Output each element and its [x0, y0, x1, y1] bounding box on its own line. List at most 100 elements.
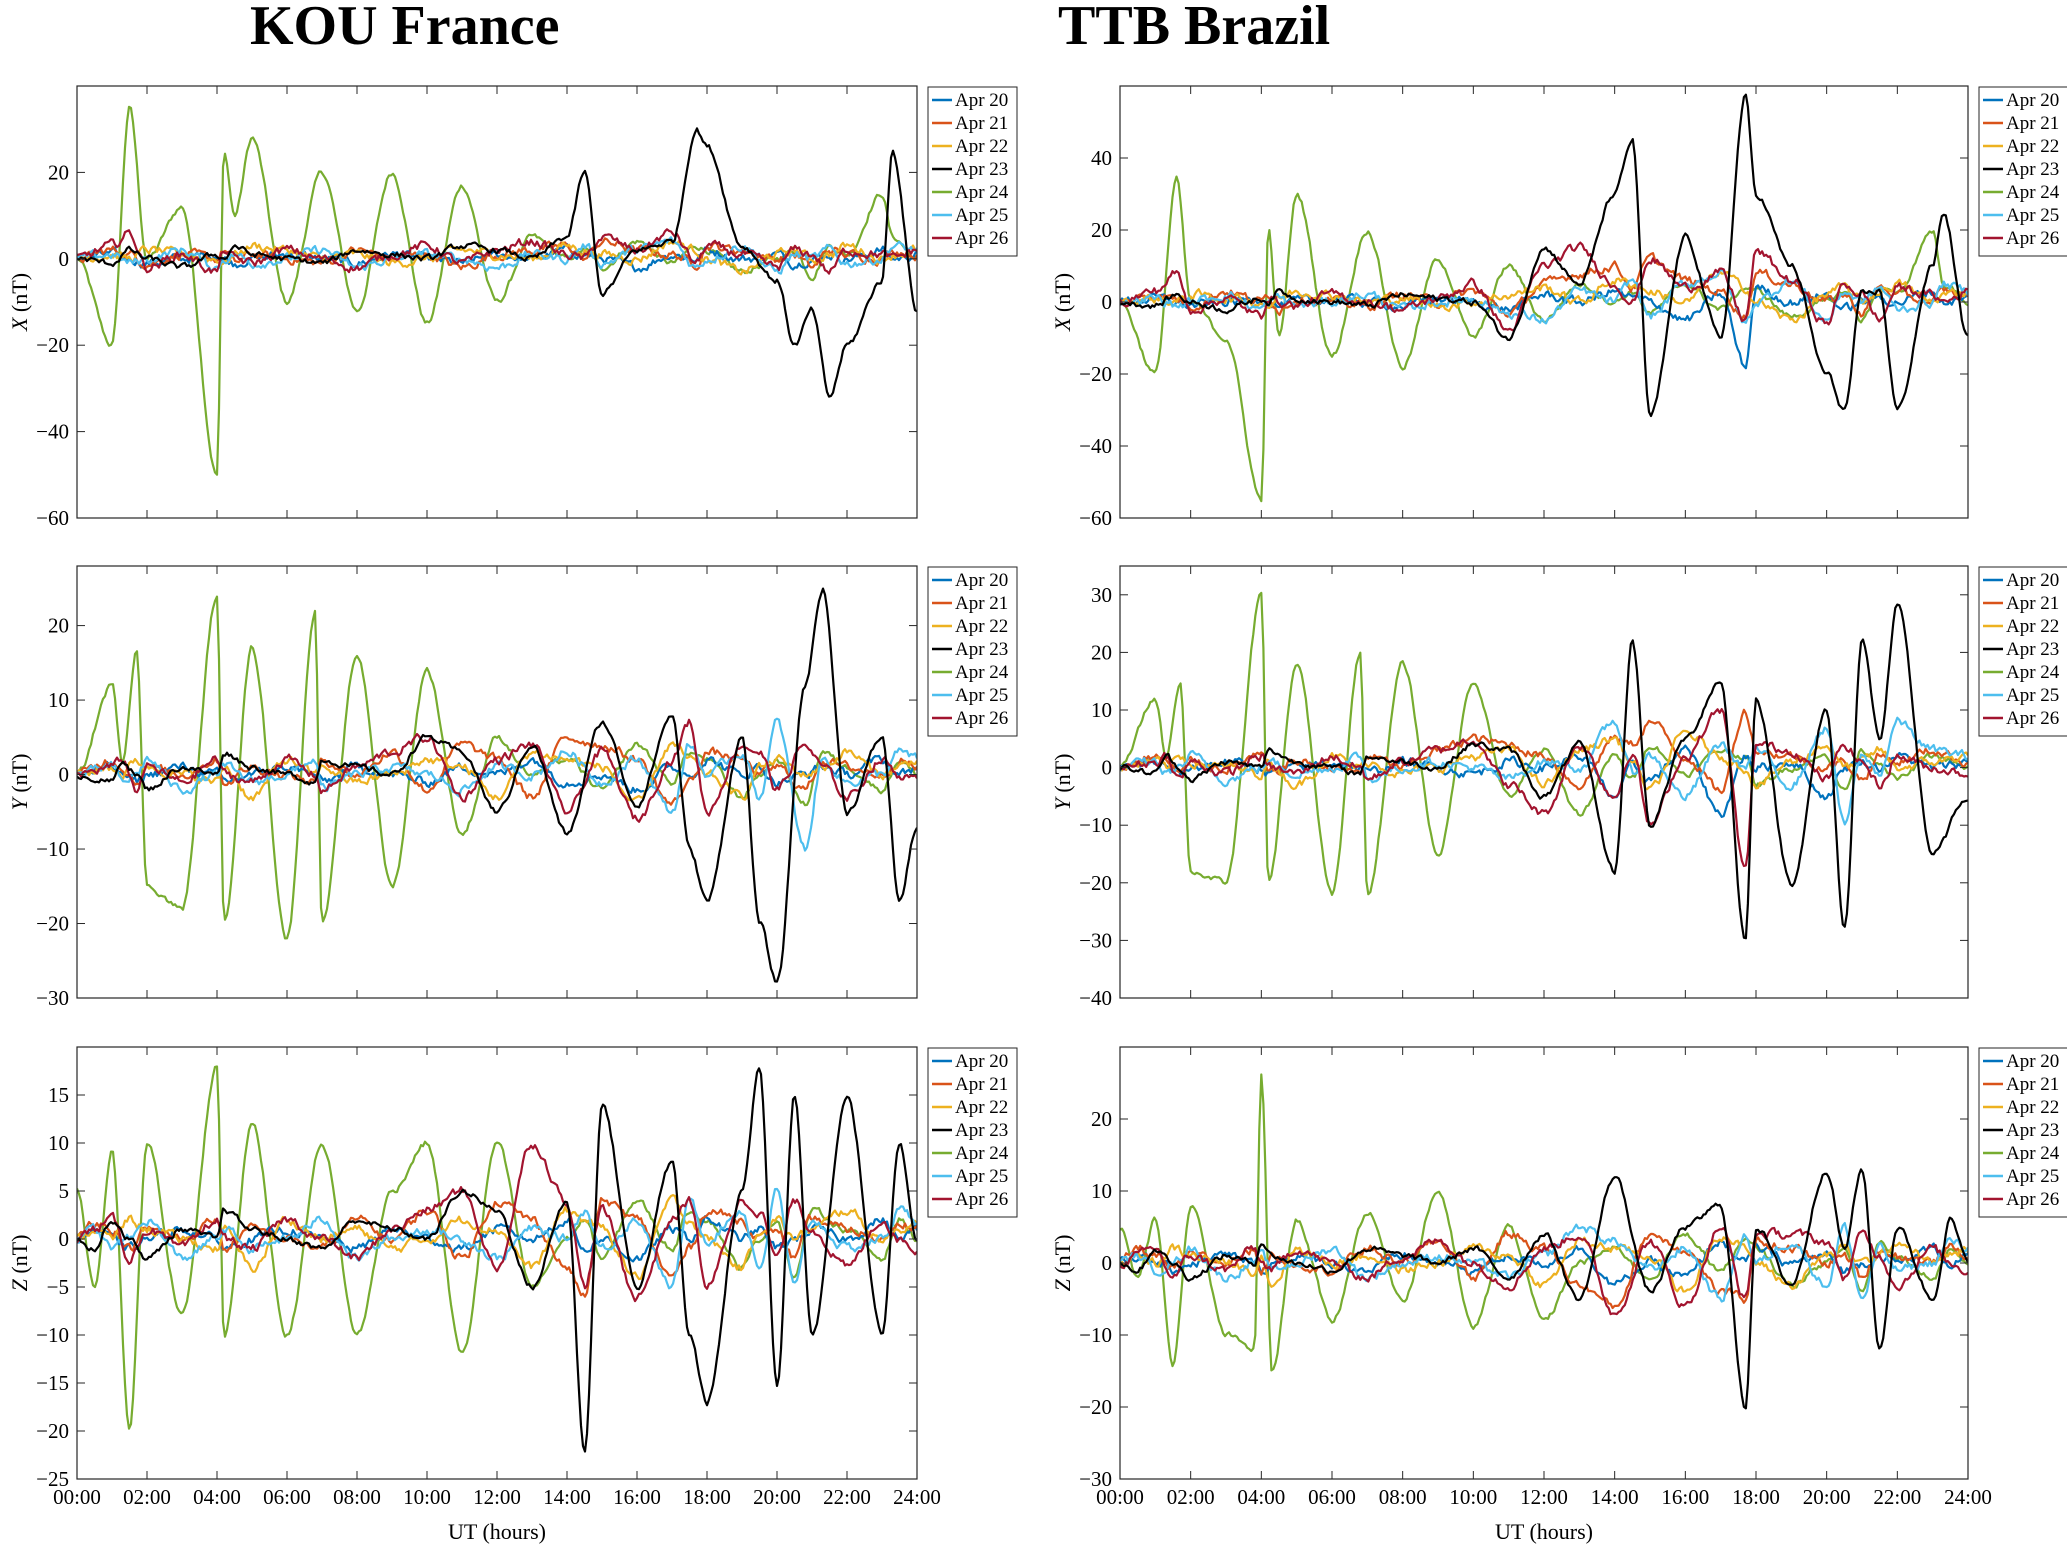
- series-line-apr-24: [1120, 1073, 1968, 1372]
- legend-label: Apr 25: [955, 685, 1008, 706]
- axes-frame: [76, 85, 918, 519]
- x-tick-label: 20:00: [1803, 1485, 1851, 1509]
- series-line-apr-22: [1120, 270, 1968, 324]
- y-tick-label: −20: [36, 912, 69, 936]
- series-line-apr-26: [77, 1144, 917, 1303]
- series-line-apr-23: [77, 587, 917, 983]
- legend-box: [927, 86, 1018, 257]
- y-axis-label-unit: (nT): [7, 273, 32, 318]
- axes-frame: [1119, 565, 1969, 999]
- y-tick-label: 30: [1091, 583, 1112, 607]
- x-tick-label: 12:00: [473, 1485, 521, 1509]
- series-line-apr-20: [77, 1215, 917, 1263]
- y-tick-label: 0: [1102, 756, 1113, 780]
- legend-label: Apr 23: [955, 1120, 1008, 1141]
- legend-label: Apr 21: [2006, 113, 2059, 134]
- x-tick-label: 00:00: [53, 1485, 101, 1509]
- legend-label: Apr 22: [955, 136, 1008, 157]
- series-line-apr-24: [77, 105, 917, 476]
- legend-label: Apr 25: [955, 1166, 1008, 1187]
- legend-label: Apr 26: [955, 708, 1008, 729]
- series-line-apr-26: [77, 718, 917, 823]
- legend-label: Apr 24: [955, 662, 1009, 683]
- series-line-apr-26: [1120, 1226, 1968, 1316]
- legend-label: Apr 21: [2006, 1074, 2059, 1095]
- legend-label: Apr 26: [955, 1189, 1008, 1210]
- y-axis-label-unit: (nT): [1050, 754, 1075, 799]
- legend-label: Apr 23: [2006, 159, 2059, 180]
- series-line-apr-22: [1120, 729, 1968, 791]
- y-tick-label: 0: [59, 247, 70, 271]
- y-tick-label: 20: [1091, 1107, 1112, 1131]
- x-tick-label: 20:00: [753, 1485, 801, 1509]
- series-line-apr-24: [77, 1065, 917, 1430]
- y-tick-label: 20: [48, 614, 69, 638]
- column-title-kou: KOU France: [250, 0, 560, 57]
- x-tick-label: 16:00: [613, 1485, 661, 1509]
- legend-label: Apr 20: [955, 1051, 1008, 1072]
- y-axis-label-unit: (nT): [1050, 273, 1075, 318]
- legend-label: Apr 22: [2006, 616, 2059, 637]
- y-tick-label: −40: [1079, 986, 1112, 1010]
- series-line-apr-24: [1120, 591, 1968, 896]
- x-tick-label: 22:00: [1873, 1485, 1921, 1509]
- x-tick-label: 10:00: [403, 1485, 451, 1509]
- y-tick-label: −20: [36, 333, 69, 357]
- x-tick-label: 24:00: [893, 1485, 941, 1509]
- legend-label: Apr 25: [955, 205, 1008, 226]
- series-line-apr-24: [1120, 175, 1968, 503]
- x-tick-label: 18:00: [683, 1485, 731, 1509]
- legend-label: Apr 23: [955, 639, 1008, 660]
- legend-label: Apr 20: [2006, 1051, 2059, 1072]
- legend-label: Apr 21: [955, 593, 1008, 614]
- legend-label: Apr 25: [2006, 1166, 2059, 1187]
- y-tick-label: −15: [36, 1371, 69, 1395]
- series-line-apr-25: [1120, 268, 1968, 325]
- legend-label: Apr 21: [955, 1074, 1008, 1095]
- legend-label: Apr 24: [955, 1143, 1009, 1164]
- x-axis-label: UT (hours): [1495, 1519, 1593, 1544]
- series-line-apr-22: [77, 238, 917, 276]
- y-tick-label: −10: [36, 837, 69, 861]
- x-tick-label: 08:00: [333, 1485, 381, 1509]
- y-tick-label: −10: [36, 1323, 69, 1347]
- legend-box: [1978, 566, 2067, 737]
- y-tick-label: 10: [1091, 1179, 1112, 1203]
- y-axis-label: Y (nT): [1050, 754, 1075, 811]
- legend-label: Apr 20: [955, 90, 1008, 111]
- series-line-apr-26: [1120, 708, 1968, 868]
- y-tick-label: −40: [36, 420, 69, 444]
- y-axis-label: Z (nT): [7, 1235, 32, 1292]
- y-axis-label-var: X: [1050, 316, 1075, 332]
- y-axis-label-unit: (nT): [7, 1235, 32, 1280]
- series-line-apr-23: [77, 1067, 917, 1453]
- series-line-apr-20: [1120, 744, 1968, 818]
- legend-label: Apr 24: [2006, 182, 2060, 203]
- series-group: [1120, 591, 1968, 940]
- legend-box: [927, 1047, 1018, 1218]
- y-axis-label-var: Z: [1050, 1278, 1075, 1291]
- y-axis-label-var: X: [7, 316, 32, 332]
- x-tick-label: 06:00: [263, 1485, 311, 1509]
- legend-box: [927, 566, 1018, 737]
- series-group: [77, 587, 917, 983]
- series-group: [1120, 1073, 1968, 1410]
- y-tick-label: −30: [1079, 928, 1112, 952]
- series-line-apr-25: [77, 1187, 917, 1290]
- y-tick-label: 5: [59, 1179, 70, 1203]
- y-tick-label: 10: [48, 1131, 69, 1155]
- y-axis-label: Z (nT): [1050, 1235, 1075, 1292]
- y-tick-label: −20: [36, 1419, 69, 1443]
- y-tick-label: −20: [1079, 871, 1112, 895]
- y-axis-label-unit: (nT): [7, 754, 32, 799]
- y-tick-label: 15: [48, 1083, 69, 1107]
- legend-label: Apr 24: [2006, 1143, 2060, 1164]
- x-tick-label: 14:00: [543, 1485, 591, 1509]
